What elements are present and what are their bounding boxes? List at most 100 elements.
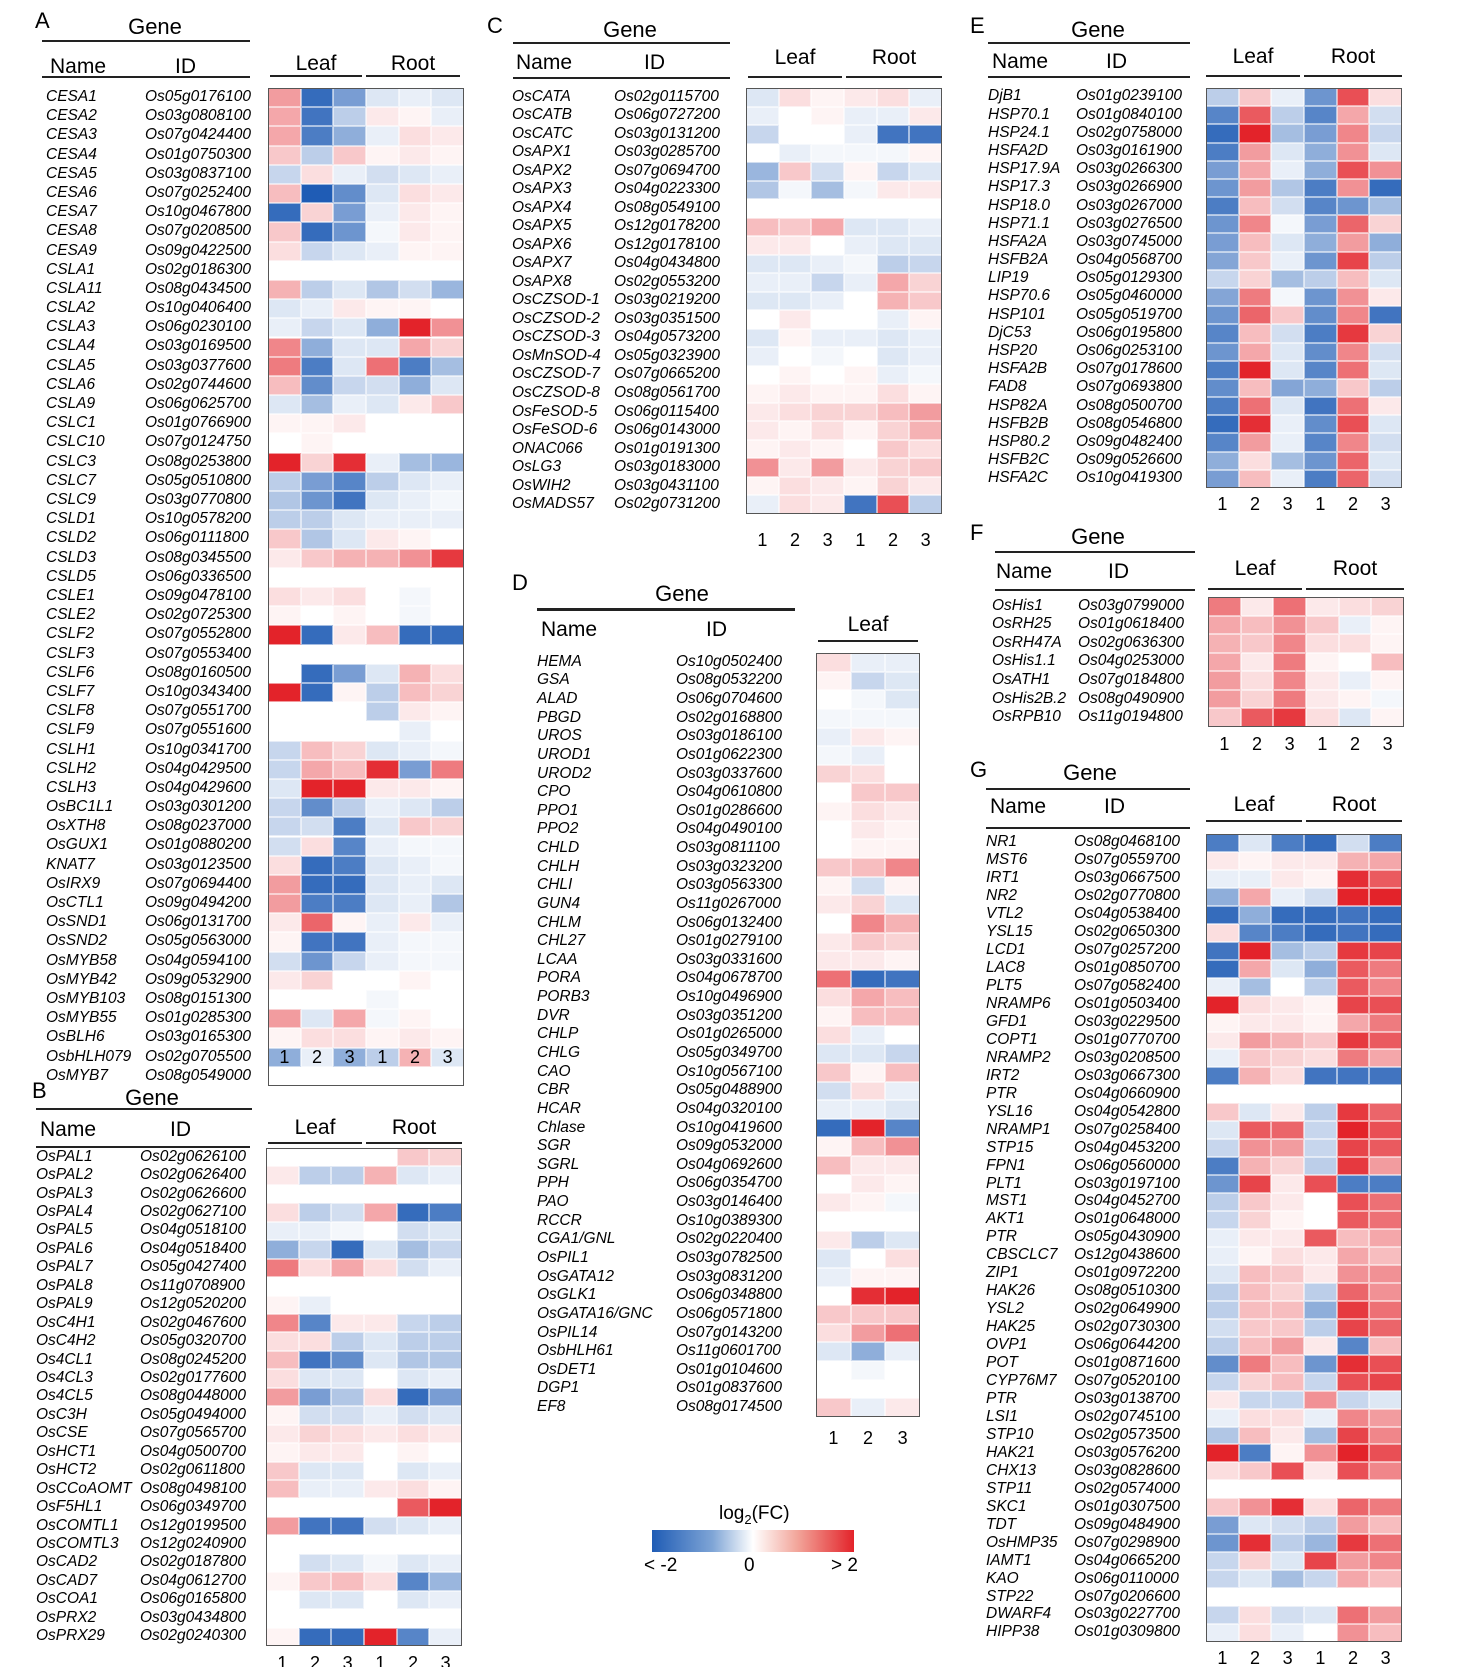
heatmap-cell: [811, 88, 844, 107]
heatmap-cell: [850, 1062, 886, 1082]
heatmap-cell: [1304, 1229, 1337, 1247]
gene-name: CSLH2: [46, 759, 96, 777]
heatmap-cell: [366, 260, 399, 280]
heatmap-cell: [1336, 1211, 1370, 1230]
heatmap-cell: [1336, 197, 1370, 216]
heatmap-cell: [1206, 1462, 1239, 1481]
heatmap-cell: [1369, 342, 1402, 361]
group-underline: [270, 75, 362, 77]
heatmap-cell: [885, 1379, 920, 1399]
heatmap-cell: [1238, 1372, 1272, 1391]
gene-name: CSLH3: [46, 778, 96, 796]
gene-name: CSLA6: [46, 375, 96, 393]
heatmap-cell: [850, 1174, 886, 1194]
heatmap-cell: [1206, 1211, 1239, 1230]
gene-id: Os08g0151300: [145, 990, 252, 1008]
heatmap-cell: [1336, 1157, 1370, 1176]
heatmap-cell: [1271, 1588, 1304, 1607]
heatmap-cell: [398, 836, 432, 856]
heatmap-cell: [1271, 1229, 1304, 1247]
heatmap-cell: [1271, 1103, 1304, 1122]
heatmap-cell: [331, 1553, 364, 1573]
heatmap-cell: [398, 1066, 432, 1086]
gene-header: Gene: [1063, 760, 1117, 785]
gene-id: Os07g0552800: [145, 625, 252, 643]
heatmap-cell: [266, 1277, 299, 1296]
heatmap-cell: [1206, 1282, 1239, 1301]
gene-id: Os06g0644200: [1074, 1336, 1181, 1354]
heatmap-cell: [850, 1267, 886, 1287]
heatmap-cell: [398, 663, 432, 683]
column-label: 1: [277, 1653, 288, 1667]
heatmap-cell: [816, 1267, 851, 1287]
gene-id: Os01g0618400: [1078, 615, 1185, 633]
heatmap-cell: [1336, 306, 1370, 325]
group-underline: [1306, 820, 1402, 822]
heatmap-cell: [333, 452, 366, 472]
gene-name: HSP18.0: [988, 196, 1051, 214]
heatmap-cell: [1271, 1354, 1304, 1373]
heatmap-cell: [333, 337, 366, 357]
heatmap-cell: [876, 328, 910, 348]
heatmap-cell: [429, 1332, 462, 1351]
heatmap-cell: [431, 318, 464, 338]
heatmap-cell: [1271, 1390, 1304, 1409]
heatmap-cell: [431, 88, 464, 108]
heatmap-cell: [909, 273, 942, 292]
heatmap-cell: [1369, 178, 1402, 198]
heatmap-cell: [298, 1609, 332, 1628]
gene-name: OsPAL2: [36, 1166, 93, 1184]
heatmap-cell: [266, 1314, 299, 1333]
gene-id: Os09g0526600: [1076, 451, 1183, 469]
group-underline: [818, 640, 918, 642]
heatmap-cell: [431, 817, 464, 837]
gene-name: CHLM: [537, 913, 581, 931]
heatmap-cell: [1304, 1157, 1337, 1176]
heatmap-cell: [300, 433, 334, 453]
gene-name: CHLD: [537, 839, 580, 857]
gene-id: Os11g0194800: [1078, 708, 1183, 726]
heatmap-cell: [1304, 869, 1337, 888]
heatmap-cell: [268, 1028, 301, 1048]
gene-id: Os02g0240300: [140, 1627, 247, 1645]
id-column-header: ID: [1108, 560, 1129, 583]
gene-name: OsMYB7: [46, 1066, 109, 1084]
heatmap-cell: [1208, 689, 1241, 709]
heatmap: [1206, 88, 1402, 488]
heatmap-cell: [396, 1332, 430, 1351]
heatmap-cell: [431, 913, 464, 933]
heatmap-cell: [1206, 1139, 1239, 1158]
heatmap-cell: [876, 273, 910, 292]
gene-name: UROD2: [537, 764, 592, 782]
heatmap-cell: [366, 798, 399, 818]
heatmap-cell: [1336, 1390, 1370, 1409]
heatmap-cell: [850, 951, 886, 970]
gene-name: UROD1: [537, 745, 592, 763]
heatmap-cell: [816, 1212, 851, 1231]
heatmap-cell: [431, 836, 464, 856]
heatmap-cell: [429, 1240, 462, 1259]
column-label: 2: [862, 1428, 873, 1448]
gene-id: Os01g0766900: [145, 414, 252, 432]
heatmap-cell: [885, 1212, 920, 1231]
heatmap-cell: [909, 310, 942, 329]
heatmap-cell: [268, 855, 301, 875]
gene-name: OsHis1.1: [992, 652, 1056, 670]
heatmap-cell: [268, 990, 301, 1010]
heatmap-cell: [1206, 869, 1239, 888]
group-label-root: Root: [1331, 793, 1377, 816]
heatmap-cell: [746, 199, 779, 218]
heatmap-cell: [1273, 689, 1306, 709]
heatmap-cell: [1271, 869, 1304, 888]
group-label-leaf: Leaf: [774, 46, 816, 69]
column-label: 3: [342, 1653, 353, 1667]
gene-name: CSLF6: [46, 663, 95, 681]
heatmap-cell: [396, 1609, 430, 1628]
gene-id: Os08g0448000: [140, 1387, 247, 1405]
heatmap-cell: [844, 365, 877, 385]
heatmap-cell: [333, 606, 366, 626]
gene-id: Os10g0502400: [676, 652, 783, 670]
heatmap-cell: [816, 653, 851, 672]
heatmap-cell: [1271, 397, 1304, 416]
gene-name: HSP24.1: [988, 123, 1051, 141]
